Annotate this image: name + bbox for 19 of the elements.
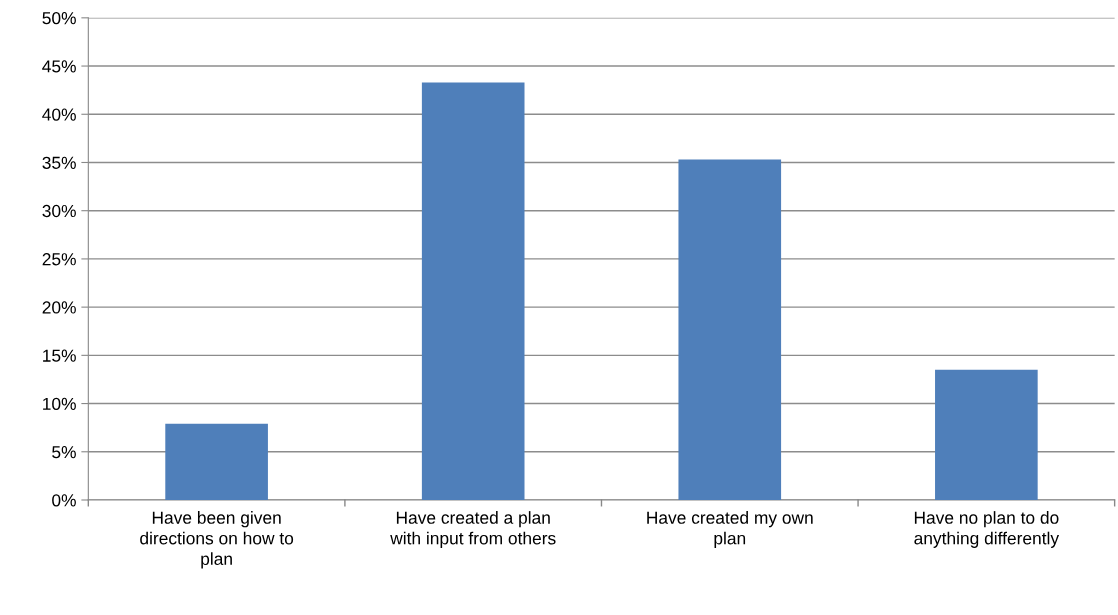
y-tick-label: 40%: [42, 108, 76, 121]
y-tick-label: 35%: [42, 156, 76, 169]
y-tick-label: 10%: [43, 397, 76, 411]
x-tick-label: Have created my own plan: [647, 511, 813, 548]
bar: [165, 423, 268, 500]
bar: [678, 159, 782, 500]
y-tick-label: 5%: [52, 446, 76, 459]
y-tick-label: 45%: [42, 60, 76, 73]
y-tick-label: 0%: [52, 494, 76, 507]
y-tick-label: 25%: [42, 253, 76, 266]
y-tick-label: 30%: [42, 204, 76, 218]
bar: [421, 82, 525, 500]
x-tick-label: Have created a plan with input from others: [390, 511, 556, 548]
y-tick-label: 20%: [42, 301, 76, 314]
bar: [935, 369, 1038, 500]
y-tick-label: 15%: [43, 349, 76, 362]
y-tick-label: 50%: [42, 12, 76, 25]
x-tick-label: Have no plan to do anything differently: [914, 511, 1060, 548]
x-tick-label: Have been given directions on how to plan: [140, 511, 294, 569]
